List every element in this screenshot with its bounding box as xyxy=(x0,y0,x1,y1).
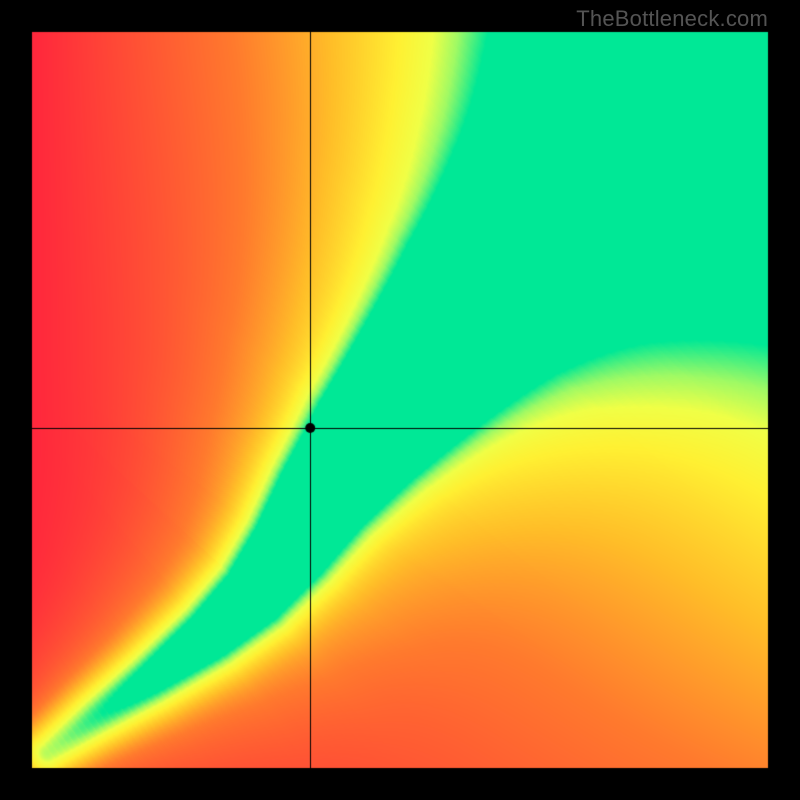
watermark-text: TheBottleneck.com xyxy=(576,6,768,32)
chart-container: TheBottleneck.com xyxy=(0,0,800,800)
bottleneck-heatmap-canvas xyxy=(0,0,800,800)
